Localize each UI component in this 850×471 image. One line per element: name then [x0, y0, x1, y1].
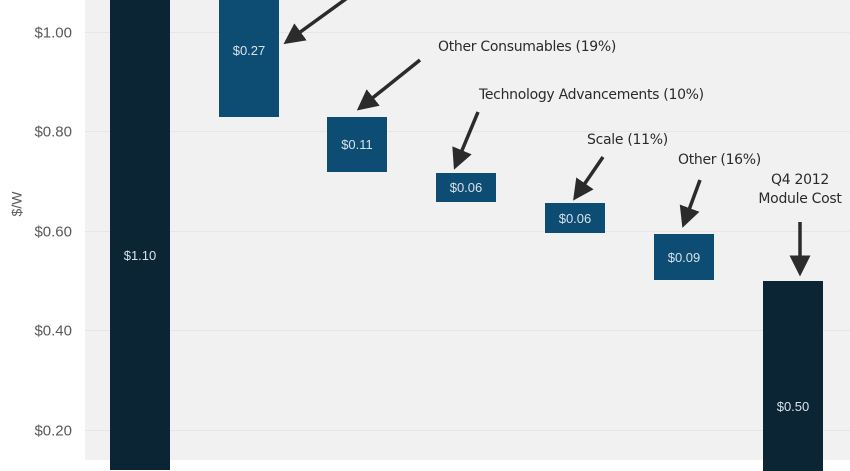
bar-start-cost: $1.10 [110, 0, 170, 470]
gridline-0-20 [85, 430, 850, 431]
bar-other: $0.09 [654, 234, 714, 280]
y-tick-0-40: $0.40 [34, 322, 72, 340]
bar-value-label: $0.09 [667, 250, 701, 265]
bar-value-label: $0.06 [449, 180, 483, 195]
y-tick-0-80: $0.80 [34, 123, 72, 141]
gridline-0-40 [85, 330, 850, 331]
y-tick-1-00: $1.00 [34, 24, 72, 42]
bar-polysilicon: $0.27 [219, 0, 279, 117]
gridline-0-80 [85, 131, 850, 132]
bar-value-label: $0.27 [232, 43, 266, 58]
annotation-line-1: Q4 2012 [771, 172, 829, 188]
arrow-icon [679, 179, 702, 228]
bar-value-label: $0.06 [558, 211, 592, 226]
y-tick-0-60: $0.60 [34, 223, 72, 241]
annotation-other-consumables: Other Consumables (19%) [438, 39, 617, 55]
annotation-scale: Scale (11%) [587, 132, 668, 148]
arrow-icon [283, 0, 348, 45]
bar-scale: $0.06 [545, 203, 605, 233]
plot-area [85, 0, 850, 460]
gridline-1-00 [85, 32, 850, 33]
annotation-line-2: Module Cost [758, 191, 842, 207]
bar-other-consumables: $0.11 [327, 117, 387, 172]
annotation-arrows [283, 0, 811, 277]
annotation-technology-advancements: Technology Advancements (10%) [479, 87, 704, 103]
annotation-other: Other (16%) [678, 152, 761, 168]
bar-value-label: $1.10 [123, 248, 157, 263]
annotation-q4-2012-module-cost: Q4 2012 Module Cost [740, 172, 850, 207]
gridline-0-60 [85, 231, 850, 232]
bar-technology-advancements: $0.06 [436, 173, 496, 202]
y-tick-0-20: $0.20 [34, 422, 72, 440]
bar-value-label: $0.50 [776, 399, 810, 414]
bar-value-label: $0.11 [341, 137, 373, 152]
bar-q4-2012-module-cost: $0.50 [763, 281, 823, 471]
arrow-icon [573, 156, 605, 201]
arrow-icon [356, 58, 422, 111]
arrow-icon [452, 111, 480, 170]
